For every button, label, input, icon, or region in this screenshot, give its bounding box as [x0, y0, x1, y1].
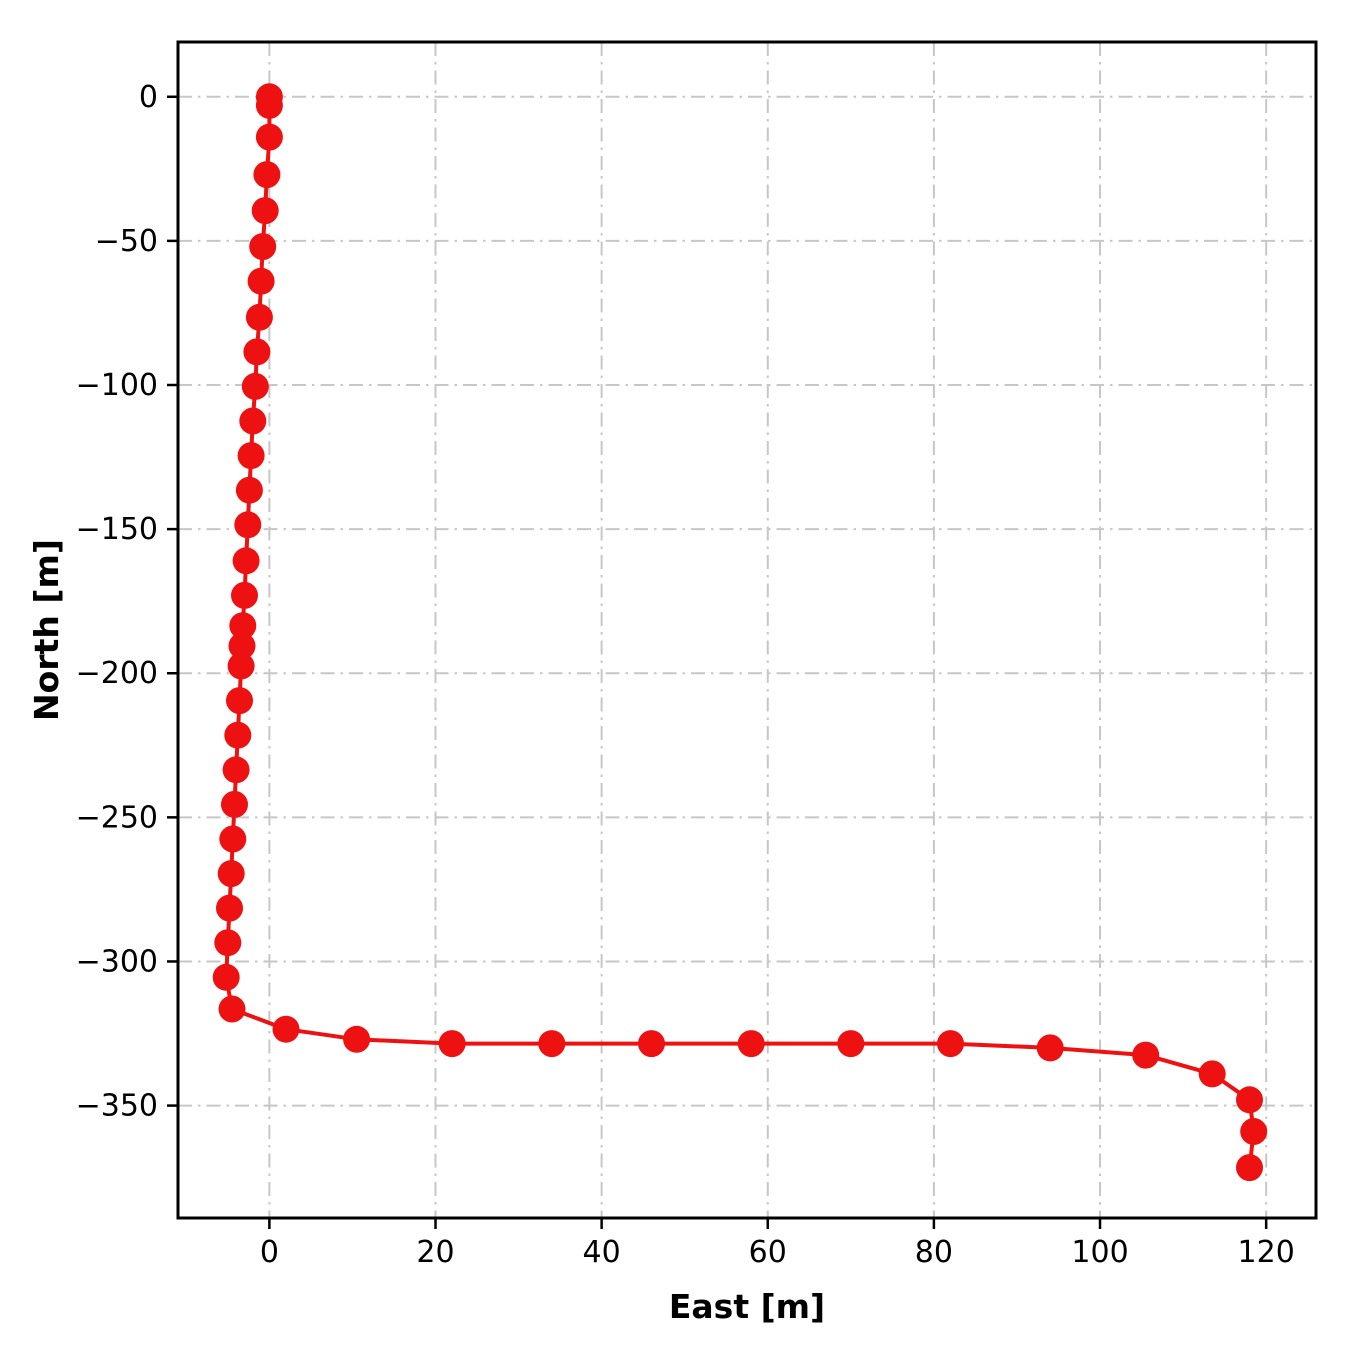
- data-point-marker: [1198, 1060, 1226, 1088]
- data-point-marker: [237, 442, 265, 470]
- data-point-marker: [438, 1030, 466, 1058]
- data-point-marker: [224, 721, 252, 749]
- data-point-marker: [538, 1030, 566, 1058]
- data-point-marker: [272, 1015, 300, 1043]
- data-point-marker: [1236, 1154, 1263, 1182]
- data-point-marker: [212, 963, 240, 991]
- data-point-marker: [234, 511, 262, 539]
- x-tick-label: 40: [583, 1235, 621, 1270]
- plot-frame: [176, 40, 1318, 1220]
- data-point-marker: [217, 860, 245, 888]
- data-point-marker: [241, 372, 269, 400]
- data-point-marker: [1036, 1034, 1064, 1062]
- data-point-marker: [216, 894, 243, 922]
- data-point-marker: [638, 1030, 665, 1058]
- data-point-marker: [251, 197, 279, 225]
- data-point-marker: [343, 1025, 371, 1053]
- data-point-marker: [1236, 1086, 1263, 1114]
- y-tick-label: 0: [139, 80, 158, 115]
- data-point-marker: [255, 123, 283, 151]
- data-point-marker: [232, 547, 260, 575]
- y-axis-label: North [m]: [27, 539, 66, 721]
- y-tick-label: −200: [76, 656, 158, 691]
- data-point-marker: [255, 91, 283, 119]
- data-point-marker: [837, 1030, 865, 1058]
- data-point-marker: [227, 652, 255, 680]
- y-tick-label: −350: [76, 1089, 158, 1124]
- data-point-marker: [1240, 1118, 1268, 1145]
- data-point-marker: [247, 267, 275, 295]
- data-point-marker: [228, 632, 256, 660]
- x-tick-label: 80: [915, 1235, 953, 1270]
- data-point-marker: [1132, 1041, 1160, 1069]
- axis-ticks: 0 20 40 60 80 100 120 0 −50 −100 −150 −200 −250 −300 −…: [76, 80, 1295, 1270]
- x-tick-label: 120: [1238, 1235, 1295, 1270]
- data-point-marker: [245, 303, 273, 331]
- x-tick-label: 20: [416, 1235, 454, 1270]
- x-tick-label: 60: [749, 1235, 787, 1270]
- y-tick-label: −250: [76, 800, 158, 835]
- data-point-marker: [253, 161, 281, 189]
- data-point-marker: [235, 476, 263, 504]
- data-point-marker: [226, 687, 253, 715]
- data-point-marker: [737, 1030, 765, 1058]
- y-tick-label: −50: [95, 224, 158, 259]
- data-point-marker: [239, 407, 267, 435]
- data-point-marker: [231, 581, 258, 609]
- data-point-marker: [214, 929, 242, 957]
- data-point-marker: [229, 612, 257, 640]
- x-tick-label: 100: [1071, 1235, 1128, 1270]
- y-tick-label: −150: [76, 512, 158, 547]
- x-axis-label: East [m]: [669, 1287, 825, 1326]
- series-trajectory: [212, 83, 1268, 1182]
- data-point-marker: [222, 756, 250, 784]
- y-tick-label: −300: [76, 944, 158, 979]
- data-point-marker: [243, 338, 271, 366]
- data-point-marker: [219, 825, 247, 853]
- data-point-marker: [218, 995, 246, 1023]
- y-tick-label: −100: [76, 368, 158, 403]
- grid-lines: [178, 42, 1316, 1218]
- x-tick-label: 0: [260, 1235, 279, 1270]
- data-point-marker: [937, 1030, 964, 1058]
- data-point-marker: [249, 233, 277, 261]
- data-point-marker: [221, 790, 248, 818]
